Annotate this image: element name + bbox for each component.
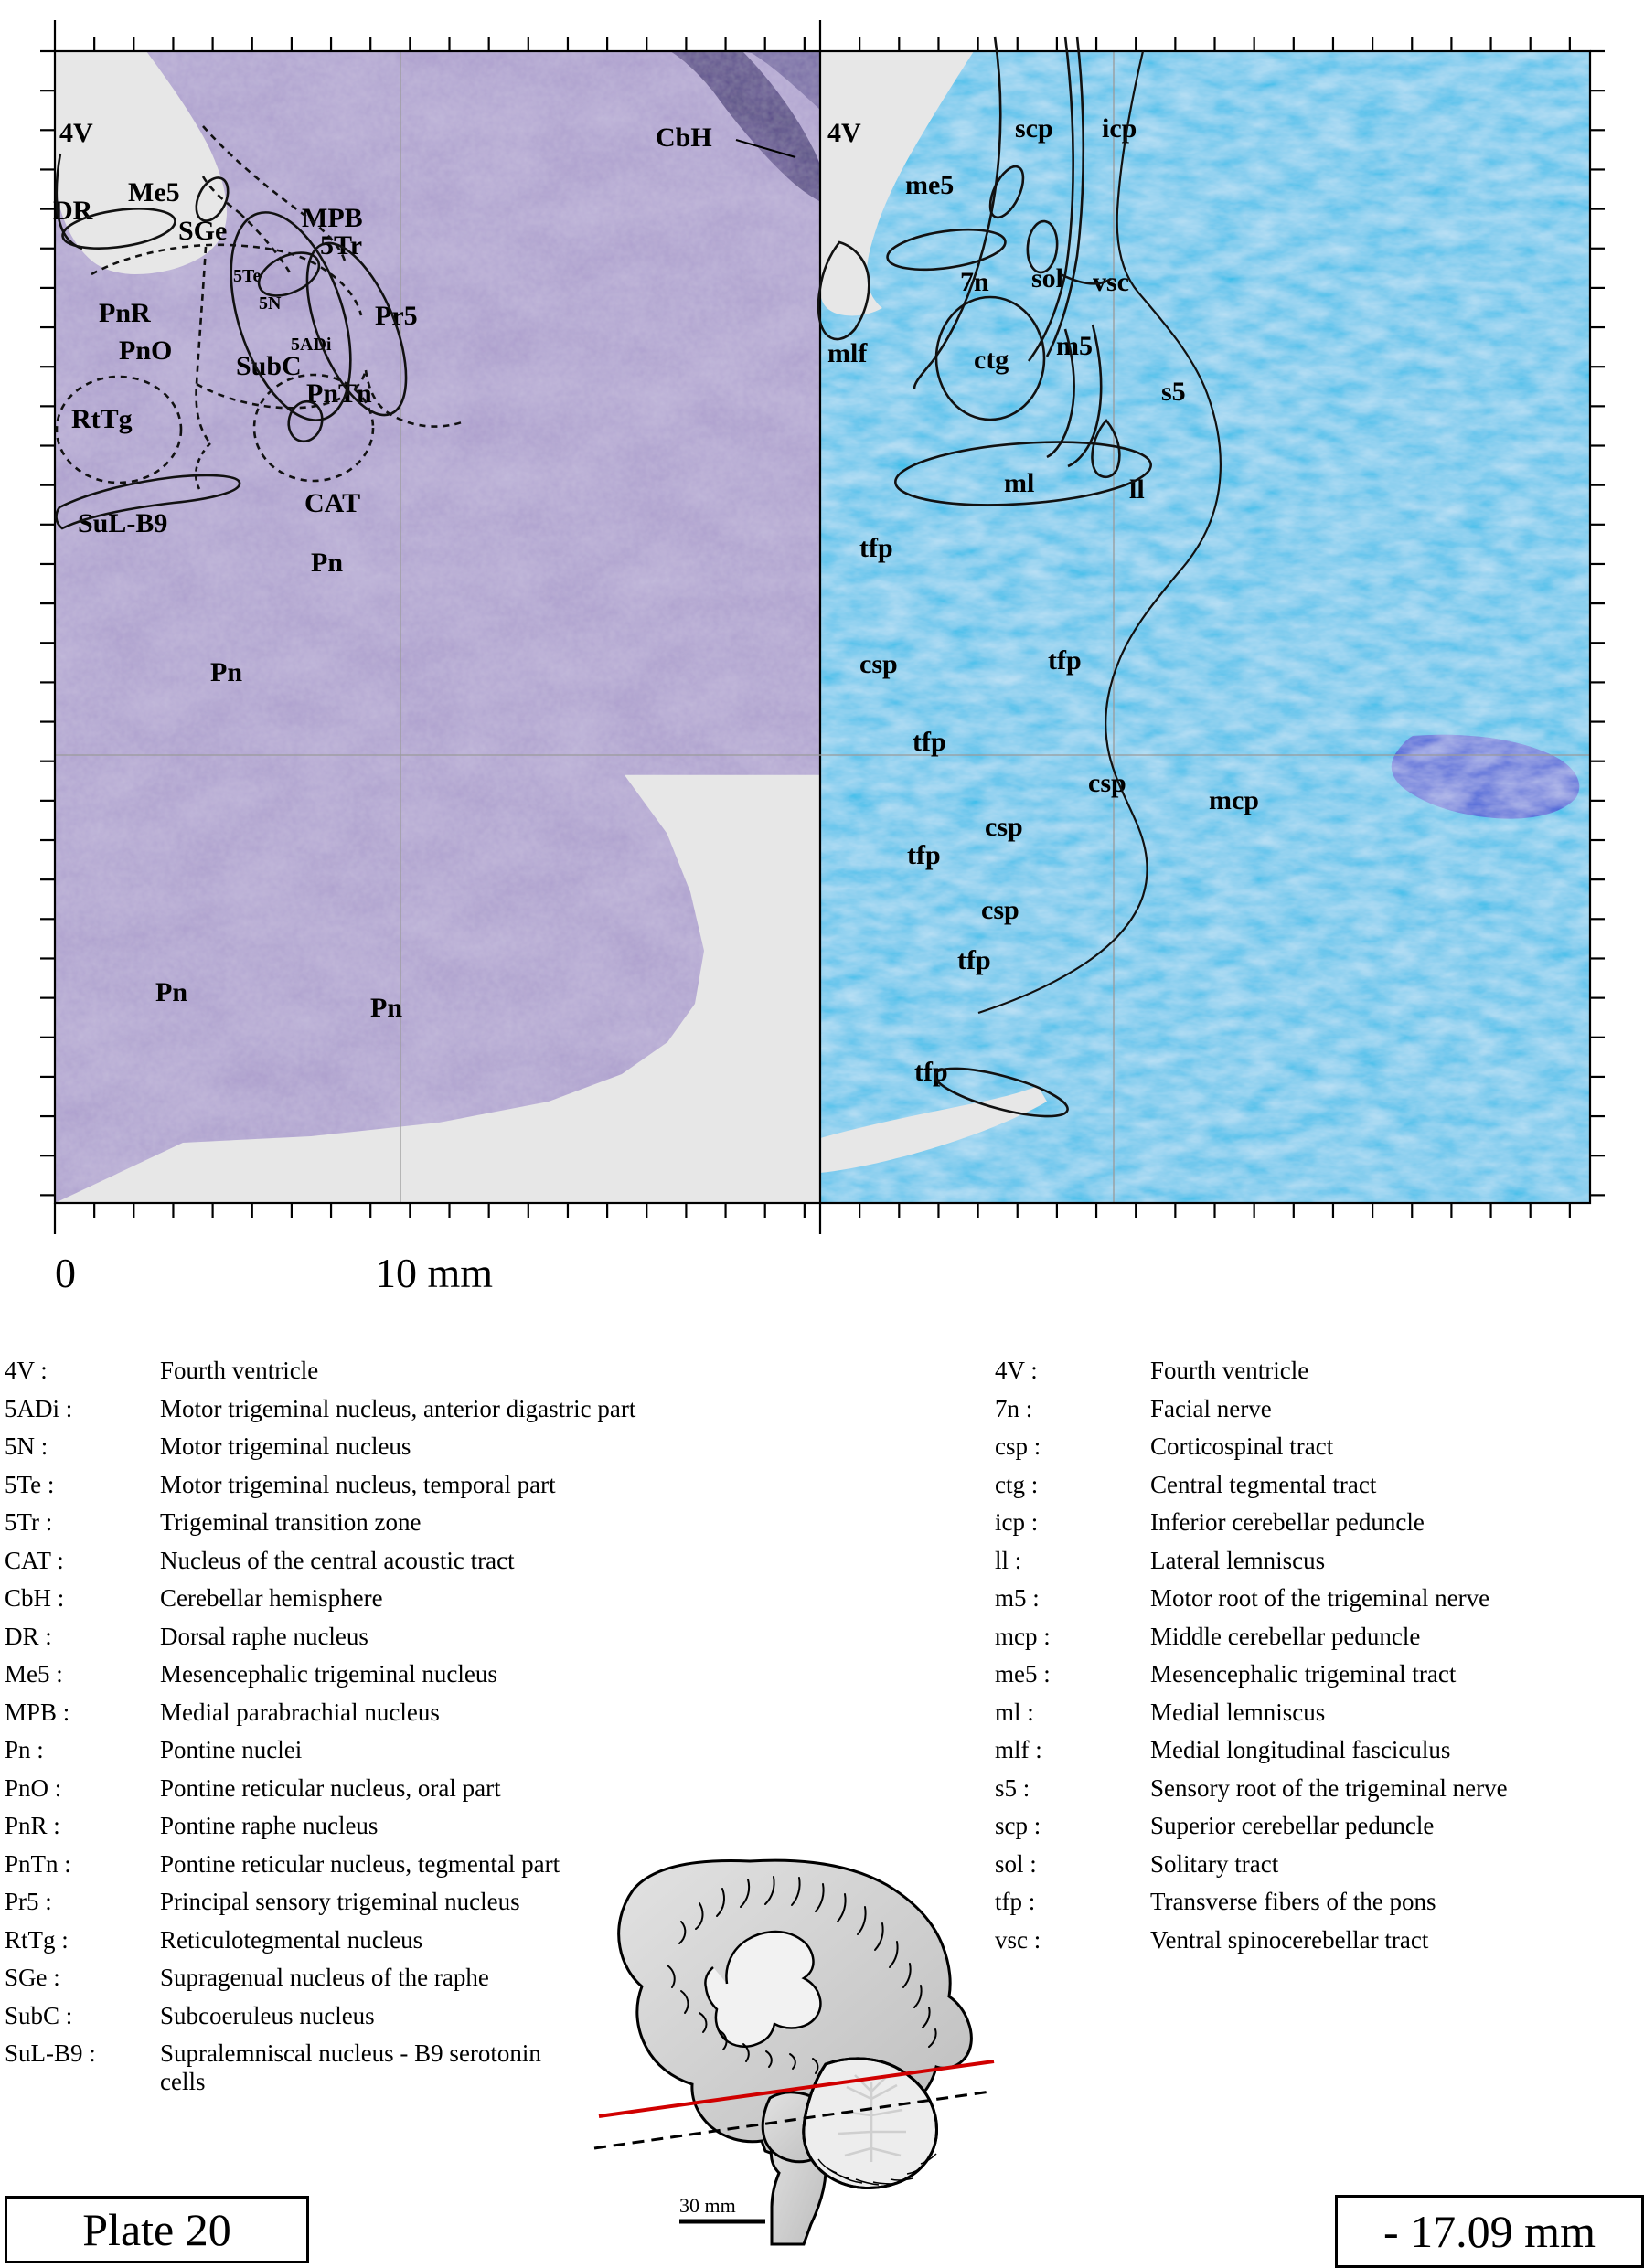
svg-text:s5: s5 [1161,377,1186,407]
svg-text:tfp: tfp [914,1057,948,1087]
svg-text:SuL-B9: SuL-B9 [78,508,167,538]
svg-text:RtTg: RtTg [71,404,133,434]
svg-text:4V: 4V [59,118,93,148]
svg-text:tfp: tfp [957,945,991,975]
svg-text:sol: sol [1031,263,1063,293]
svg-text:Me5: Me5 [128,177,180,208]
svg-text:ctg: ctg [974,345,1009,375]
svg-text:PnO: PnO [119,335,172,366]
svg-text:tfp: tfp [1048,645,1082,676]
svg-text:PnR: PnR [99,298,151,328]
svg-text:tfp: tfp [859,533,893,563]
svg-text:mcp: mcp [1209,785,1259,815]
svg-text:4V: 4V [827,118,861,148]
svg-text:SubC: SubC [236,351,302,381]
svg-text:csp: csp [981,895,1019,925]
svg-text:m5: m5 [1056,331,1093,361]
svg-text:5Te: 5Te [233,266,262,286]
svg-text:tfp: tfp [907,840,941,870]
svg-text:tfp: tfp [913,727,946,757]
svg-text:csp: csp [985,812,1023,842]
svg-text:me5: me5 [905,170,954,200]
svg-text:Pn: Pn [370,993,402,1023]
svg-text:0: 0 [55,1250,76,1296]
svg-text:icp: icp [1102,113,1137,144]
svg-text:Pn: Pn [311,548,343,578]
svg-text:CAT: CAT [304,488,360,518]
svg-text:Pn: Pn [155,977,187,1007]
svg-text:ml: ml [1004,468,1034,498]
svg-text:10 mm: 10 mm [375,1250,493,1296]
svg-text:CbH: CbH [656,122,712,153]
svg-text:vsc: vsc [1093,267,1129,297]
svg-text:csp: csp [1088,768,1126,798]
svg-text:scp: scp [1015,113,1053,144]
svg-text:Pn: Pn [210,657,242,687]
svg-text:7n: 7n [960,267,989,297]
svg-text:MPB: MPB [302,203,363,233]
svg-text:mlf: mlf [827,338,868,368]
svg-text:30 mm: 30 mm [679,2194,736,2217]
svg-text:csp: csp [859,649,898,679]
